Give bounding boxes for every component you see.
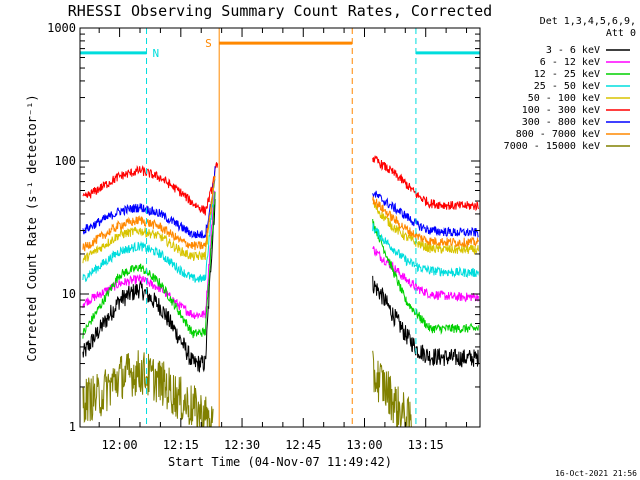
y-axis: 1 10 100 1000 — [47, 21, 480, 434]
plot-series-group — [82, 155, 479, 428]
series-line-5-before-gap — [82, 162, 219, 216]
plot-frame — [79, 27, 481, 428]
legend-label-7: 800 - 7000 keV — [516, 129, 600, 140]
series-line-0-before-gap — [82, 198, 216, 373]
night-label: N — [153, 47, 160, 60]
y-tick-label-0: 1 — [69, 420, 76, 434]
legend-label-3: 25 - 50 keV — [534, 81, 600, 92]
series-line-0-after-gap — [372, 275, 479, 368]
saa-label: S — [205, 37, 212, 50]
y-tick-label-2: 100 — [54, 154, 76, 168]
series-line-7-after-gap — [372, 196, 479, 249]
y-tick-label-1: 10 — [62, 287, 76, 301]
series-line-3-after-gap — [372, 223, 479, 279]
series-line-2-after-gap — [372, 218, 479, 335]
series-line-8-before-gap — [82, 350, 214, 428]
series-line-2-before-gap — [82, 191, 216, 339]
x-axis: 12:00 12:15 12:30 12:45 13:00 13:15 — [98, 28, 468, 452]
legend-header-1: Att 0 — [606, 28, 636, 39]
y-tick-label-3: 1000 — [47, 21, 76, 35]
series-line-6-after-gap — [372, 190, 479, 239]
legend-label-6: 300 - 800 keV — [522, 117, 600, 128]
chart-title: RHESSI Observing Summary Count Rates, Co… — [68, 2, 492, 20]
x-tick-label-2: 12:30 — [224, 438, 260, 452]
series-line-4-before-gap — [82, 173, 216, 264]
x-tick-label-0: 12:00 — [102, 438, 138, 452]
legend-label-4: 50 - 100 keV — [528, 93, 600, 104]
x-axis-label: Start Time (04-Nov-07 11:49:42) — [168, 455, 392, 469]
x-tick-label-1: 12:15 — [163, 438, 199, 452]
series-line-8-after-gap — [372, 350, 414, 428]
series-line-5-after-gap — [372, 155, 479, 212]
series-line-3-before-gap — [82, 178, 216, 283]
legend-label-0: 3 - 6 keV — [546, 45, 600, 56]
x-tick-label-3: 12:45 — [285, 438, 321, 452]
series-line-4-after-gap — [372, 201, 479, 255]
timestamp: 16-Oct-2021 21:56 — [555, 469, 637, 478]
legend-label-2: 12 - 25 keV — [534, 69, 600, 80]
series-line-6-before-gap — [82, 166, 216, 239]
legend-label-5: 100 - 300 keV — [522, 105, 600, 116]
series-line-1-before-gap — [82, 190, 216, 320]
legend-label-8: 7000 - 15000 keV — [504, 141, 600, 152]
legend-header-0: Det 1,3,4,5,6,9, — [540, 16, 636, 27]
x-tick-label-5: 13:15 — [408, 438, 444, 452]
y-axis-label: Corrected Count Rate (s⁻¹ detector⁻¹) — [25, 94, 39, 361]
series-line-7-before-gap — [82, 175, 216, 252]
legend-label-1: 6 - 12 keV — [540, 57, 600, 68]
x-tick-label-4: 13:00 — [346, 438, 382, 452]
